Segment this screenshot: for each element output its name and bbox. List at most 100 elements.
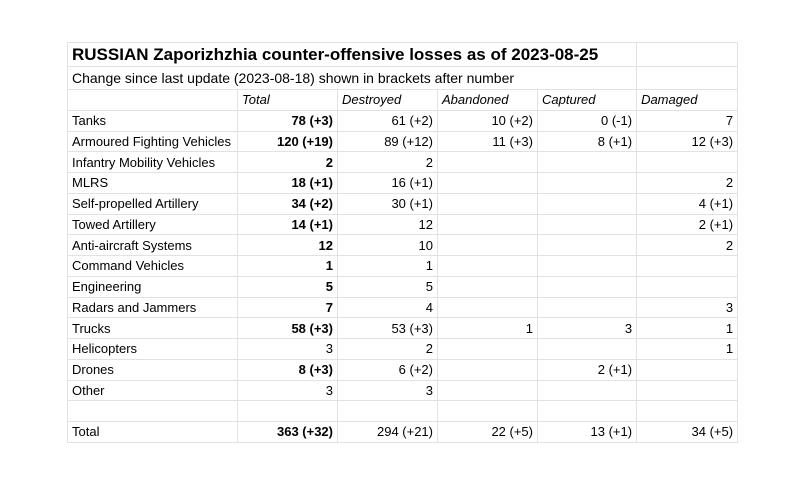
- table-subtitle[interactable]: Change since last update (2023-08-18) sh…: [66, 66, 638, 90]
- cell-captured[interactable]: 3: [536, 317, 638, 339]
- cell-destroyed[interactable]: 1: [337, 255, 438, 277]
- cell-destroyed[interactable]: 61 (+2): [337, 109, 438, 132]
- cell-label[interactable]: Towed Artillery: [67, 213, 238, 236]
- cell-damaged[interactable]: [636, 255, 739, 277]
- header-cell-destroyed[interactable]: Destroyed: [337, 89, 438, 111]
- cell-label[interactable]: MLRS: [67, 172, 238, 194]
- cell-total[interactable]: 363 (+32): [237, 421, 338, 443]
- cell-total[interactable]: 12: [237, 234, 338, 256]
- cell-total[interactable]: 58 (+3): [237, 317, 338, 339]
- cell-abandoned[interactable]: [437, 400, 538, 422]
- cell-total[interactable]: 7: [237, 296, 338, 319]
- cell-abandoned[interactable]: [437, 255, 538, 277]
- cell-label[interactable]: [67, 400, 238, 422]
- cell-label[interactable]: Other: [67, 379, 238, 402]
- cell-abandoned[interactable]: [437, 234, 538, 256]
- cell-damaged[interactable]: 12 (+3): [636, 130, 739, 153]
- cell-abandoned[interactable]: [437, 296, 538, 319]
- cell-captured[interactable]: [536, 151, 638, 173]
- cell-damaged[interactable]: [636, 358, 739, 381]
- cell-damaged[interactable]: 2 (+1): [636, 213, 739, 236]
- cell-total[interactable]: 1: [237, 255, 338, 277]
- cell-destroyed[interactable]: 4: [337, 296, 438, 319]
- cell-destroyed[interactable]: 3: [337, 379, 438, 402]
- cell-damaged[interactable]: 7: [636, 109, 739, 132]
- cell-destroyed[interactable]: 16 (+1): [337, 172, 438, 194]
- cell-abandoned[interactable]: 11 (+3): [437, 130, 538, 153]
- cell-captured[interactable]: [536, 296, 638, 319]
- cell-damaged[interactable]: [636, 400, 739, 422]
- cell-destroyed[interactable]: 10: [337, 234, 438, 256]
- cell-damaged[interactable]: 2: [636, 234, 739, 256]
- cell-label[interactable]: Infantry Mobility Vehicles: [67, 151, 238, 173]
- cell-captured[interactable]: 2 (+1): [536, 358, 638, 381]
- cell-destroyed[interactable]: 30 (+1): [337, 192, 438, 215]
- empty-cell[interactable]: [636, 42, 739, 67]
- cell-label[interactable]: Trucks: [67, 317, 238, 339]
- empty-cell[interactable]: [636, 66, 739, 90]
- cell-damaged[interactable]: 34 (+5): [636, 421, 739, 443]
- cell-abandoned[interactable]: [437, 192, 538, 215]
- header-cell-label[interactable]: [67, 89, 238, 111]
- cell-abandoned[interactable]: 22 (+5): [437, 421, 538, 443]
- cell-destroyed[interactable]: 294 (+21): [337, 421, 438, 443]
- cell-damaged[interactable]: 1: [636, 317, 739, 339]
- cell-destroyed[interactable]: 89 (+12): [337, 130, 438, 153]
- cell-total[interactable]: 120 (+19): [237, 130, 338, 153]
- cell-abandoned[interactable]: 1: [437, 317, 538, 339]
- cell-destroyed[interactable]: [337, 400, 438, 422]
- cell-captured[interactable]: [536, 192, 638, 215]
- header-cell-damaged[interactable]: Damaged: [636, 89, 739, 111]
- cell-total[interactable]: 18 (+1): [237, 172, 338, 194]
- cell-abandoned[interactable]: [437, 275, 538, 298]
- cell-label[interactable]: Armoured Fighting Vehicles: [67, 130, 238, 153]
- cell-captured[interactable]: [536, 379, 638, 402]
- cell-damaged[interactable]: [636, 151, 739, 173]
- cell-total[interactable]: 78 (+3): [237, 109, 338, 132]
- cell-label[interactable]: Radars and Jammers: [67, 296, 238, 319]
- cell-total[interactable]: [237, 400, 338, 422]
- cell-total[interactable]: 3: [237, 338, 338, 360]
- cell-total[interactable]: 14 (+1): [237, 213, 338, 236]
- cell-captured[interactable]: [536, 234, 638, 256]
- cell-captured[interactable]: [536, 172, 638, 194]
- cell-label[interactable]: Engineering: [67, 275, 238, 298]
- cell-abandoned[interactable]: [437, 338, 538, 360]
- cell-destroyed[interactable]: 5: [337, 275, 438, 298]
- cell-damaged[interactable]: 2: [636, 172, 739, 194]
- cell-total[interactable]: 5: [237, 275, 338, 298]
- cell-abandoned[interactable]: [437, 151, 538, 173]
- cell-label[interactable]: Command Vehicles: [67, 255, 238, 277]
- cell-abandoned[interactable]: [437, 213, 538, 236]
- cell-damaged[interactable]: 3: [636, 296, 739, 319]
- cell-abandoned[interactable]: [437, 379, 538, 402]
- cell-damaged[interactable]: [636, 275, 739, 298]
- cell-total[interactable]: 34 (+2): [237, 192, 338, 215]
- cell-destroyed[interactable]: 2: [337, 151, 438, 173]
- cell-label[interactable]: Anti-aircraft Systems: [67, 234, 238, 256]
- cell-total[interactable]: 8 (+3): [237, 358, 338, 381]
- cell-label[interactable]: Helicopters: [67, 338, 238, 360]
- cell-captured[interactable]: 8 (+1): [536, 130, 638, 153]
- cell-captured[interactable]: 13 (+1): [536, 421, 638, 443]
- cell-captured[interactable]: [536, 400, 638, 422]
- cell-label[interactable]: Total: [67, 421, 238, 443]
- cell-captured[interactable]: [536, 338, 638, 360]
- cell-destroyed[interactable]: 53 (+3): [337, 317, 438, 339]
- cell-total[interactable]: 2: [237, 151, 338, 173]
- cell-captured[interactable]: [536, 255, 638, 277]
- cell-label[interactable]: Tanks: [67, 109, 238, 132]
- header-cell-abandoned[interactable]: Abandoned: [437, 89, 538, 111]
- cell-total[interactable]: 3: [237, 379, 338, 402]
- cell-captured[interactable]: 0 (-1): [536, 109, 638, 132]
- cell-destroyed[interactable]: 6 (+2): [337, 358, 438, 381]
- cell-captured[interactable]: [536, 275, 638, 298]
- header-cell-captured[interactable]: Captured: [536, 89, 638, 111]
- cell-destroyed[interactable]: 2: [337, 338, 438, 360]
- table-title[interactable]: RUSSIAN Zaporizhzhia counter-offensive l…: [66, 42, 638, 67]
- cell-damaged[interactable]: [636, 379, 739, 402]
- cell-abandoned[interactable]: [437, 172, 538, 194]
- cell-abandoned[interactable]: [437, 358, 538, 381]
- cell-destroyed[interactable]: 12: [337, 213, 438, 236]
- cell-damaged[interactable]: 1: [636, 338, 739, 360]
